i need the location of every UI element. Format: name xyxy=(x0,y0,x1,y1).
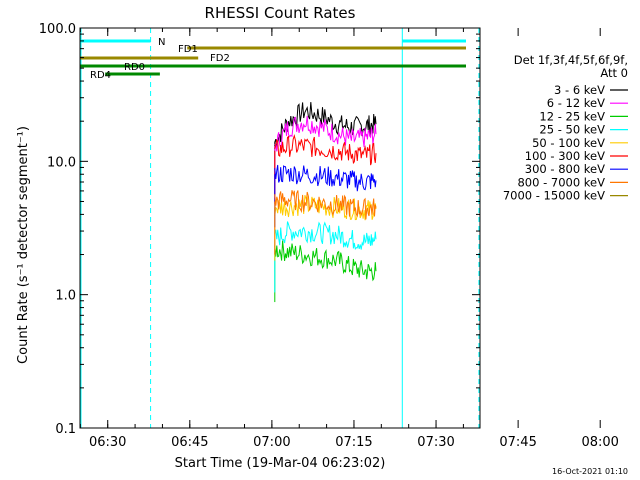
legend-label: 7000 - 15000 keV xyxy=(503,189,605,203)
vertical-lines xyxy=(80,28,480,428)
status-bar-label: FD2 xyxy=(210,53,230,64)
x-tick-label: 07:45 xyxy=(499,435,536,450)
status-bar-label: FD1 xyxy=(178,44,198,55)
axes: 0.1 1.0 10.0 100.0 06:30 06:45 07:00 07:15 07:30… xyxy=(39,22,619,450)
y-tick-label: 1.0 xyxy=(55,289,76,304)
y-axis-label: Count Rate (s⁻¹ detector segment⁻¹) xyxy=(16,126,31,364)
legend-label: 3 - 6 keV xyxy=(554,83,605,97)
series-line xyxy=(274,115,377,152)
x-axis-label: Start Time (19-Mar-04 06:23:02) xyxy=(175,456,386,471)
legend-label: 300 - 800 keV xyxy=(525,162,605,176)
status-bar-label: N xyxy=(158,37,165,48)
series-line xyxy=(274,194,377,221)
x-tick-label: 08:00 xyxy=(581,435,618,450)
status-bars: N FD1 FD2 RD0 RD4 xyxy=(80,37,466,81)
legend-label: 12 - 25 keV xyxy=(539,109,605,123)
y-tick-label: 0.1 xyxy=(55,422,76,437)
footer-date: 16-Oct-2021 01:10 xyxy=(552,467,628,476)
chart-title: RHESSI Count Rates xyxy=(205,4,356,22)
y-tick-label: 100.0 xyxy=(39,22,76,37)
x-tick-label: 06:30 xyxy=(89,435,126,450)
legend-header-line2: Att 0 xyxy=(600,66,628,80)
legend-label: 25 - 50 keV xyxy=(539,123,605,137)
series-line xyxy=(274,164,377,192)
series-group xyxy=(274,102,377,303)
x-tick-label: 06:45 xyxy=(171,435,208,450)
y-tick-label: 10.0 xyxy=(47,155,76,170)
plot-frame xyxy=(79,27,481,429)
status-bar-label: RD0 xyxy=(124,62,145,73)
series-line xyxy=(274,102,377,148)
legend-label: 100 - 300 keV xyxy=(525,149,605,163)
legend-label: 6 - 12 keV xyxy=(547,96,605,110)
series-line xyxy=(274,221,377,251)
legend-label: 800 - 7000 keV xyxy=(517,175,605,189)
series-line xyxy=(274,134,377,166)
series-line xyxy=(274,240,377,282)
x-tick-label: 07:30 xyxy=(417,435,454,450)
x-tick-label: 07:15 xyxy=(335,435,372,450)
x-tick-label: 07:00 xyxy=(253,435,290,450)
legend-header-line1: Det 1f,3f,4f,5f,6f,9f, xyxy=(514,53,628,67)
series-line xyxy=(274,190,377,220)
status-bar-label: RD4 xyxy=(90,70,111,81)
legend-label: 50 - 100 keV xyxy=(532,136,605,150)
